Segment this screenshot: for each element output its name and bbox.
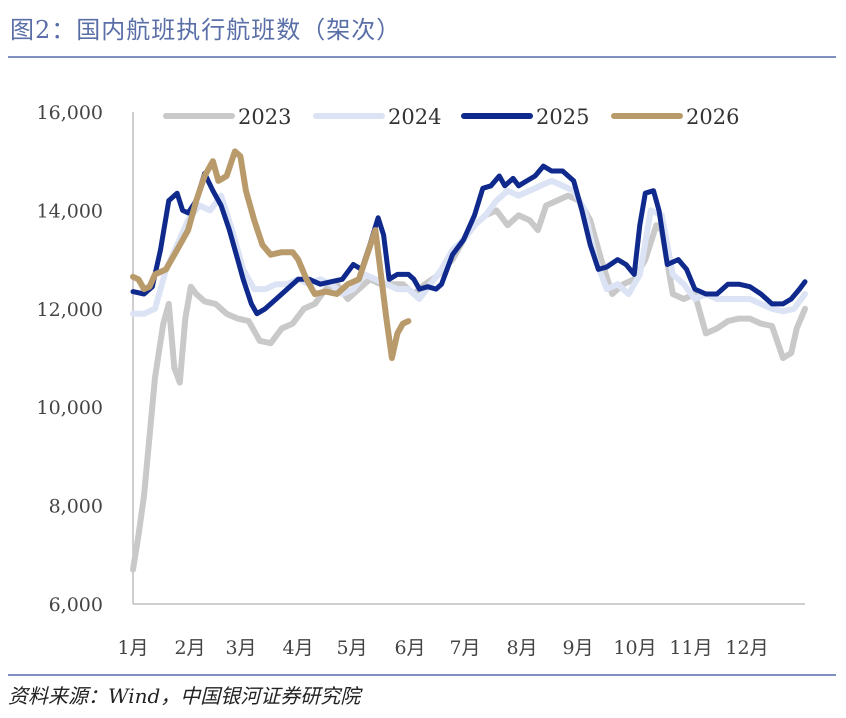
y-tick-label: 6,000 [49, 594, 103, 616]
y-tick-label: 16,000 [37, 102, 103, 124]
x-axis-ticks: 1月 2月 3月 4月 5月 6月 7月 8月 9月 10月 11月 12月 [117, 637, 768, 659]
y-tick-label: 10,000 [37, 397, 103, 419]
y-tick-label: 14,000 [37, 200, 103, 222]
series-line-2026 [130, 148, 412, 361]
series-lines [130, 148, 808, 573]
y-tick-label: 12,000 [37, 299, 103, 321]
x-tick-label: 10月 [613, 637, 656, 659]
y-axis-ticks: 6,000 8,000 10,000 12,000 14,000 16,000 [37, 102, 103, 616]
x-tick-label: 6月 [394, 637, 425, 659]
legend-label-2026: 2026 [686, 105, 739, 129]
x-tick-label: 1月 [117, 637, 148, 659]
x-tick-label: 8月 [506, 637, 537, 659]
legend: 2023 2024 2025 2026 [163, 105, 739, 129]
x-tick-label: 3月 [225, 637, 256, 659]
axes [132, 112, 805, 605]
x-tick-label: 5月 [336, 637, 367, 659]
legend-label-2024: 2024 [388, 105, 441, 129]
y-tick-label: 8,000 [49, 496, 103, 518]
x-tick-label: 9月 [562, 637, 593, 659]
x-tick-label: 12月 [725, 637, 768, 659]
series-line-2025 [130, 163, 808, 317]
footer-divider [8, 674, 836, 676]
legend-label-2025: 2025 [536, 105, 589, 129]
source-note: 资料来源：Wind，中国银河证券研究院 [8, 684, 361, 708]
title-divider [8, 56, 836, 58]
x-tick-label: 11月 [669, 637, 712, 659]
x-tick-label: 7月 [449, 637, 480, 659]
x-tick-label: 4月 [282, 637, 313, 659]
x-tick-label: 2月 [174, 637, 205, 659]
legend-label-2023: 2023 [238, 105, 291, 129]
figure-title: 图2：国内航班执行航班数（架次） [10, 16, 402, 44]
